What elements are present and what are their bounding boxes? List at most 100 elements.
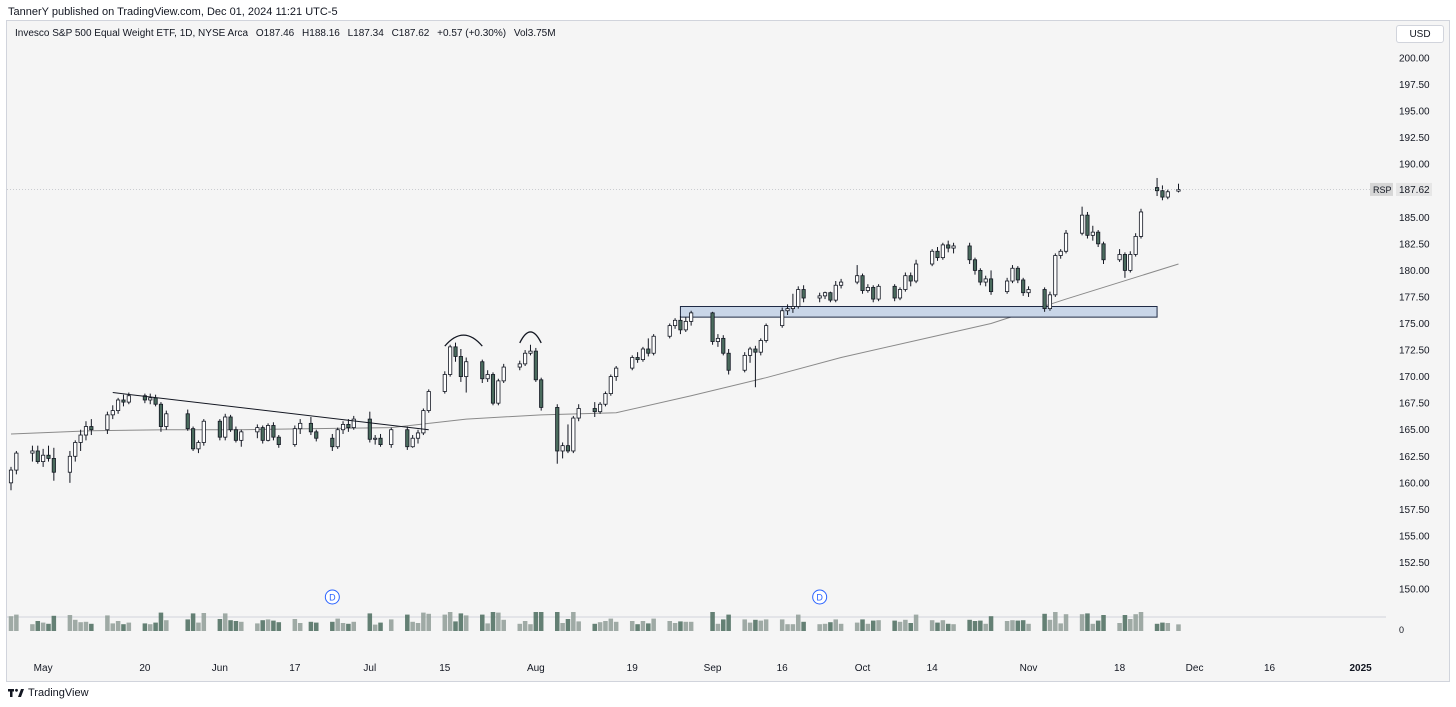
volume-bar bbox=[1053, 612, 1058, 631]
volume-bar bbox=[153, 622, 158, 631]
volume-bar bbox=[458, 613, 464, 631]
y-tick-label: 170.00 bbox=[1399, 372, 1430, 383]
y-tick-label: 185.00 bbox=[1399, 213, 1430, 224]
volume-bar bbox=[89, 623, 94, 631]
volume-bar bbox=[988, 616, 994, 631]
chart-frame[interactable] bbox=[6, 20, 1450, 682]
volume-bar bbox=[410, 621, 415, 631]
y-tick-label: 172.50 bbox=[1399, 346, 1430, 357]
head-arc bbox=[519, 331, 542, 344]
volume-bar bbox=[571, 612, 576, 631]
volume-bar bbox=[201, 613, 207, 631]
candle-body bbox=[1155, 187, 1160, 192]
volume-bar bbox=[260, 620, 265, 631]
volume-value: Vol3.75M bbox=[513, 28, 556, 39]
volume-bar bbox=[46, 623, 51, 631]
footer-brand[interactable]: TradingView bbox=[8, 687, 89, 699]
volume-bar bbox=[892, 620, 897, 631]
candle-body bbox=[496, 380, 501, 404]
x-tick-label: 20 bbox=[139, 663, 151, 674]
candle-body bbox=[1160, 190, 1165, 198]
volume-bar bbox=[747, 622, 753, 631]
volume-bar bbox=[967, 619, 972, 631]
candle-body bbox=[1128, 254, 1133, 271]
candle-body bbox=[35, 450, 40, 462]
candle-body bbox=[121, 399, 126, 403]
candle-body bbox=[1026, 289, 1031, 294]
symbol-name: Invesco S&P 500 Equal Weight ETF, 1D, NY… bbox=[15, 28, 249, 39]
candle-body bbox=[598, 403, 603, 413]
y-tick-label: 167.50 bbox=[1399, 399, 1430, 410]
candle-body bbox=[935, 250, 940, 259]
volume-bar bbox=[185, 619, 190, 631]
volume-bar bbox=[78, 622, 83, 631]
volume-bar bbox=[1010, 620, 1015, 631]
x-tick-label: 15 bbox=[439, 663, 451, 674]
candle-body bbox=[185, 413, 190, 430]
candle-body bbox=[153, 397, 158, 405]
time-axis: May 20 Jun 17 Jul 15 Aug 19 Sep 16 Oct 14 Nov 18 Dec 16… bbox=[34, 663, 1372, 674]
volume-bar bbox=[335, 618, 340, 631]
volume-bar bbox=[67, 615, 73, 631]
volume-bar bbox=[763, 619, 769, 631]
candle-body bbox=[314, 431, 319, 439]
candle-body bbox=[1096, 231, 1101, 245]
volume-bar bbox=[554, 612, 560, 631]
volume-bar bbox=[560, 623, 565, 631]
volume-bar bbox=[105, 615, 110, 631]
volume-bar bbox=[726, 614, 731, 631]
candle-body bbox=[865, 286, 870, 291]
head-arc bbox=[444, 334, 483, 347]
volume-bar bbox=[228, 620, 233, 631]
candle-body bbox=[164, 413, 169, 427]
volume-bar bbox=[1015, 620, 1021, 631]
volume-bar bbox=[442, 614, 448, 631]
volume-bar bbox=[1063, 614, 1069, 631]
y-tick-label: 160.00 bbox=[1399, 478, 1430, 489]
currency-button[interactable]: USD bbox=[1396, 25, 1444, 43]
candle-body bbox=[667, 325, 672, 337]
volume-bar bbox=[854, 622, 860, 631]
volume-bar bbox=[1138, 612, 1144, 631]
last-price-symbol: RSP bbox=[1373, 185, 1392, 195]
candle-body bbox=[673, 319, 678, 327]
volume-bar bbox=[51, 615, 57, 631]
volume-bar bbox=[833, 619, 839, 631]
high-value: H188.16 bbox=[302, 28, 340, 39]
volume-bar bbox=[447, 612, 453, 631]
change-value: +0.57 (+0.30%) bbox=[437, 28, 507, 39]
candle-body bbox=[1101, 243, 1106, 261]
candle-body bbox=[335, 429, 340, 448]
candle-body bbox=[191, 428, 196, 450]
candle-body bbox=[1122, 254, 1127, 271]
symbol-legend: Invesco S&P 500 Equal Weight ETF, 1D, NY… bbox=[15, 28, 561, 39]
candle-body bbox=[517, 363, 522, 368]
candle-body bbox=[271, 425, 276, 438]
candle-body bbox=[908, 275, 913, 282]
volume-bar bbox=[265, 619, 271, 631]
y-tick-label: 182.50 bbox=[1399, 239, 1430, 250]
candle-body bbox=[715, 337, 720, 342]
candle-body bbox=[710, 312, 715, 342]
candle-body bbox=[266, 425, 271, 441]
x-tick-label: Sep bbox=[704, 663, 722, 674]
candle-body bbox=[223, 416, 228, 438]
volume-bar bbox=[715, 623, 721, 631]
candle-body bbox=[565, 445, 571, 452]
x-tick-label: Oct bbox=[855, 663, 871, 674]
candle-body bbox=[298, 422, 303, 430]
volume-bar bbox=[190, 613, 196, 631]
candle-body bbox=[892, 285, 897, 299]
candle-body bbox=[828, 292, 833, 301]
candle-body bbox=[721, 337, 726, 354]
volume-bar bbox=[828, 622, 833, 631]
candle-body bbox=[555, 407, 560, 452]
candle-body bbox=[340, 424, 346, 431]
tradingview-logo-icon bbox=[8, 688, 24, 697]
volume-bar bbox=[292, 619, 298, 631]
volume-bar bbox=[1176, 624, 1181, 631]
candle-body bbox=[30, 450, 35, 454]
candle-body bbox=[1042, 289, 1047, 310]
